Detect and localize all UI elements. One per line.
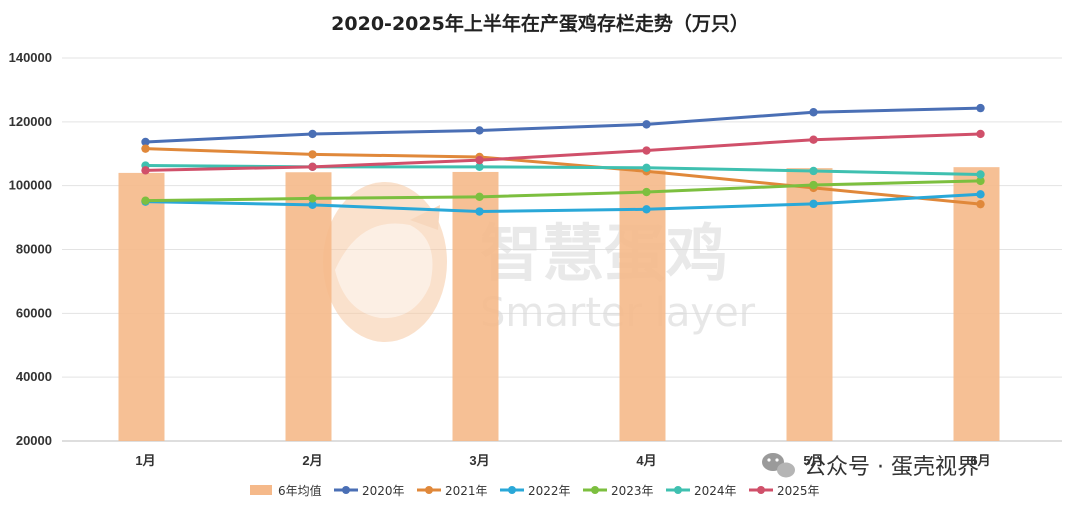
legend-label: 2023年 — [611, 484, 654, 498]
legend-marker — [674, 486, 682, 494]
series-point — [475, 155, 484, 165]
legend: 6年均值 2020年 2021年 2022年 2023年 2024年 2025年 — [250, 483, 820, 498]
y-tick-label: 60000 — [16, 305, 52, 320]
wechat-account-label: 公众号 · 蛋壳视界 — [804, 455, 979, 480]
legend-label: 6年均值 — [278, 483, 322, 498]
series-point — [141, 196, 150, 205]
legend-item: 2025年 — [749, 484, 820, 498]
series-point — [141, 144, 150, 153]
bar-6yr-avg — [285, 172, 332, 442]
wechat-badge: 公众号 · 蛋壳视界 — [762, 453, 979, 480]
series-line — [144, 179, 982, 203]
watermark: 智慧蛋鸡 Smarter layer — [323, 182, 756, 342]
x-tick-label: 5月 — [803, 453, 823, 468]
y-axis-ticks: 20000 40000 60000 80000 100000 120000 140000 — [9, 50, 52, 448]
legend-marker — [591, 486, 599, 494]
series-point — [976, 103, 985, 113]
series-point — [475, 126, 484, 135]
y-tick-label: 40000 — [16, 369, 52, 384]
series-point — [976, 170, 985, 179]
x-tick-label: 2月 — [302, 453, 322, 468]
legend-label: 2025年 — [777, 484, 820, 498]
series-point — [308, 150, 317, 159]
legend-label: 2022年 — [528, 484, 571, 498]
bar-6yr-avg — [786, 168, 833, 442]
bar-6yr-avg — [452, 171, 499, 441]
y-tick-label: 100000 — [9, 178, 52, 193]
y-tick-label: 140000 — [9, 50, 52, 65]
series-line — [144, 147, 982, 206]
legend-item: 2020年 — [334, 484, 405, 498]
watermark-cn: 智慧蛋鸡 — [480, 217, 728, 290]
legend-marker — [757, 486, 765, 494]
series-point — [308, 129, 317, 139]
series-point — [475, 207, 484, 216]
series-point — [809, 180, 818, 190]
series-point — [976, 176, 985, 186]
x-tick-label: 1月 — [135, 453, 155, 468]
series-point — [308, 200, 317, 210]
series-point — [809, 166, 818, 176]
series-point — [976, 190, 985, 199]
x-tick-label: 6月 — [970, 453, 990, 468]
wechat-icon — [762, 453, 795, 478]
series-line — [144, 192, 982, 214]
legend-item: 2021年 — [417, 484, 488, 498]
series-point — [475, 162, 484, 172]
legend-marker — [508, 486, 516, 494]
series-point — [141, 166, 150, 175]
x-tick-label: 4月 — [636, 453, 656, 468]
y-tick-label: 20000 — [16, 433, 52, 448]
series-point — [809, 135, 818, 144]
bar-6yr-avg — [619, 170, 666, 441]
x-tick-label: 3月 — [469, 453, 489, 468]
x-axis-ticks: 1月 2月 3月 4月 5月 6月 — [135, 453, 990, 468]
series-point — [308, 162, 317, 172]
legend-marker — [425, 486, 433, 494]
series-point — [642, 163, 651, 172]
bar-6yr-avg — [118, 172, 165, 441]
series-point — [809, 108, 818, 117]
legend-label: 2020年 — [362, 484, 405, 498]
series-point — [642, 187, 651, 197]
series-point — [809, 199, 818, 209]
legend-marker — [342, 486, 350, 494]
bar-6yr-avg — [953, 167, 1000, 441]
bar-layer — [118, 167, 1000, 442]
legend-item: 6年均值 — [250, 483, 322, 498]
y-tick-label: 120000 — [9, 114, 52, 129]
series-point — [642, 205, 651, 214]
series-point — [642, 146, 651, 155]
series-point — [308, 194, 317, 203]
legend-item: 2022年 — [500, 484, 571, 498]
chart-title: 2020-2025年上半年在产蛋鸡存栏走势（万只） — [331, 12, 749, 35]
legend-item: 2023年 — [583, 484, 654, 498]
legend-label: 2021年 — [445, 484, 488, 498]
series-line — [144, 132, 982, 172]
egg-logo-icon — [323, 182, 447, 342]
legend-item: 2024年 — [666, 484, 737, 498]
y-tick-label: 80000 — [16, 242, 52, 257]
series-point — [475, 192, 484, 202]
watermark-en: Smarter layer — [480, 290, 756, 336]
legend-swatch — [250, 485, 272, 495]
line-layer — [141, 103, 985, 216]
series-point — [141, 137, 150, 147]
series-point — [976, 129, 985, 139]
grid-layer — [62, 57, 1062, 442]
series-point — [976, 199, 985, 209]
series-line — [144, 106, 982, 144]
series-point — [642, 120, 651, 129]
legend-label: 2024年 — [694, 484, 737, 498]
